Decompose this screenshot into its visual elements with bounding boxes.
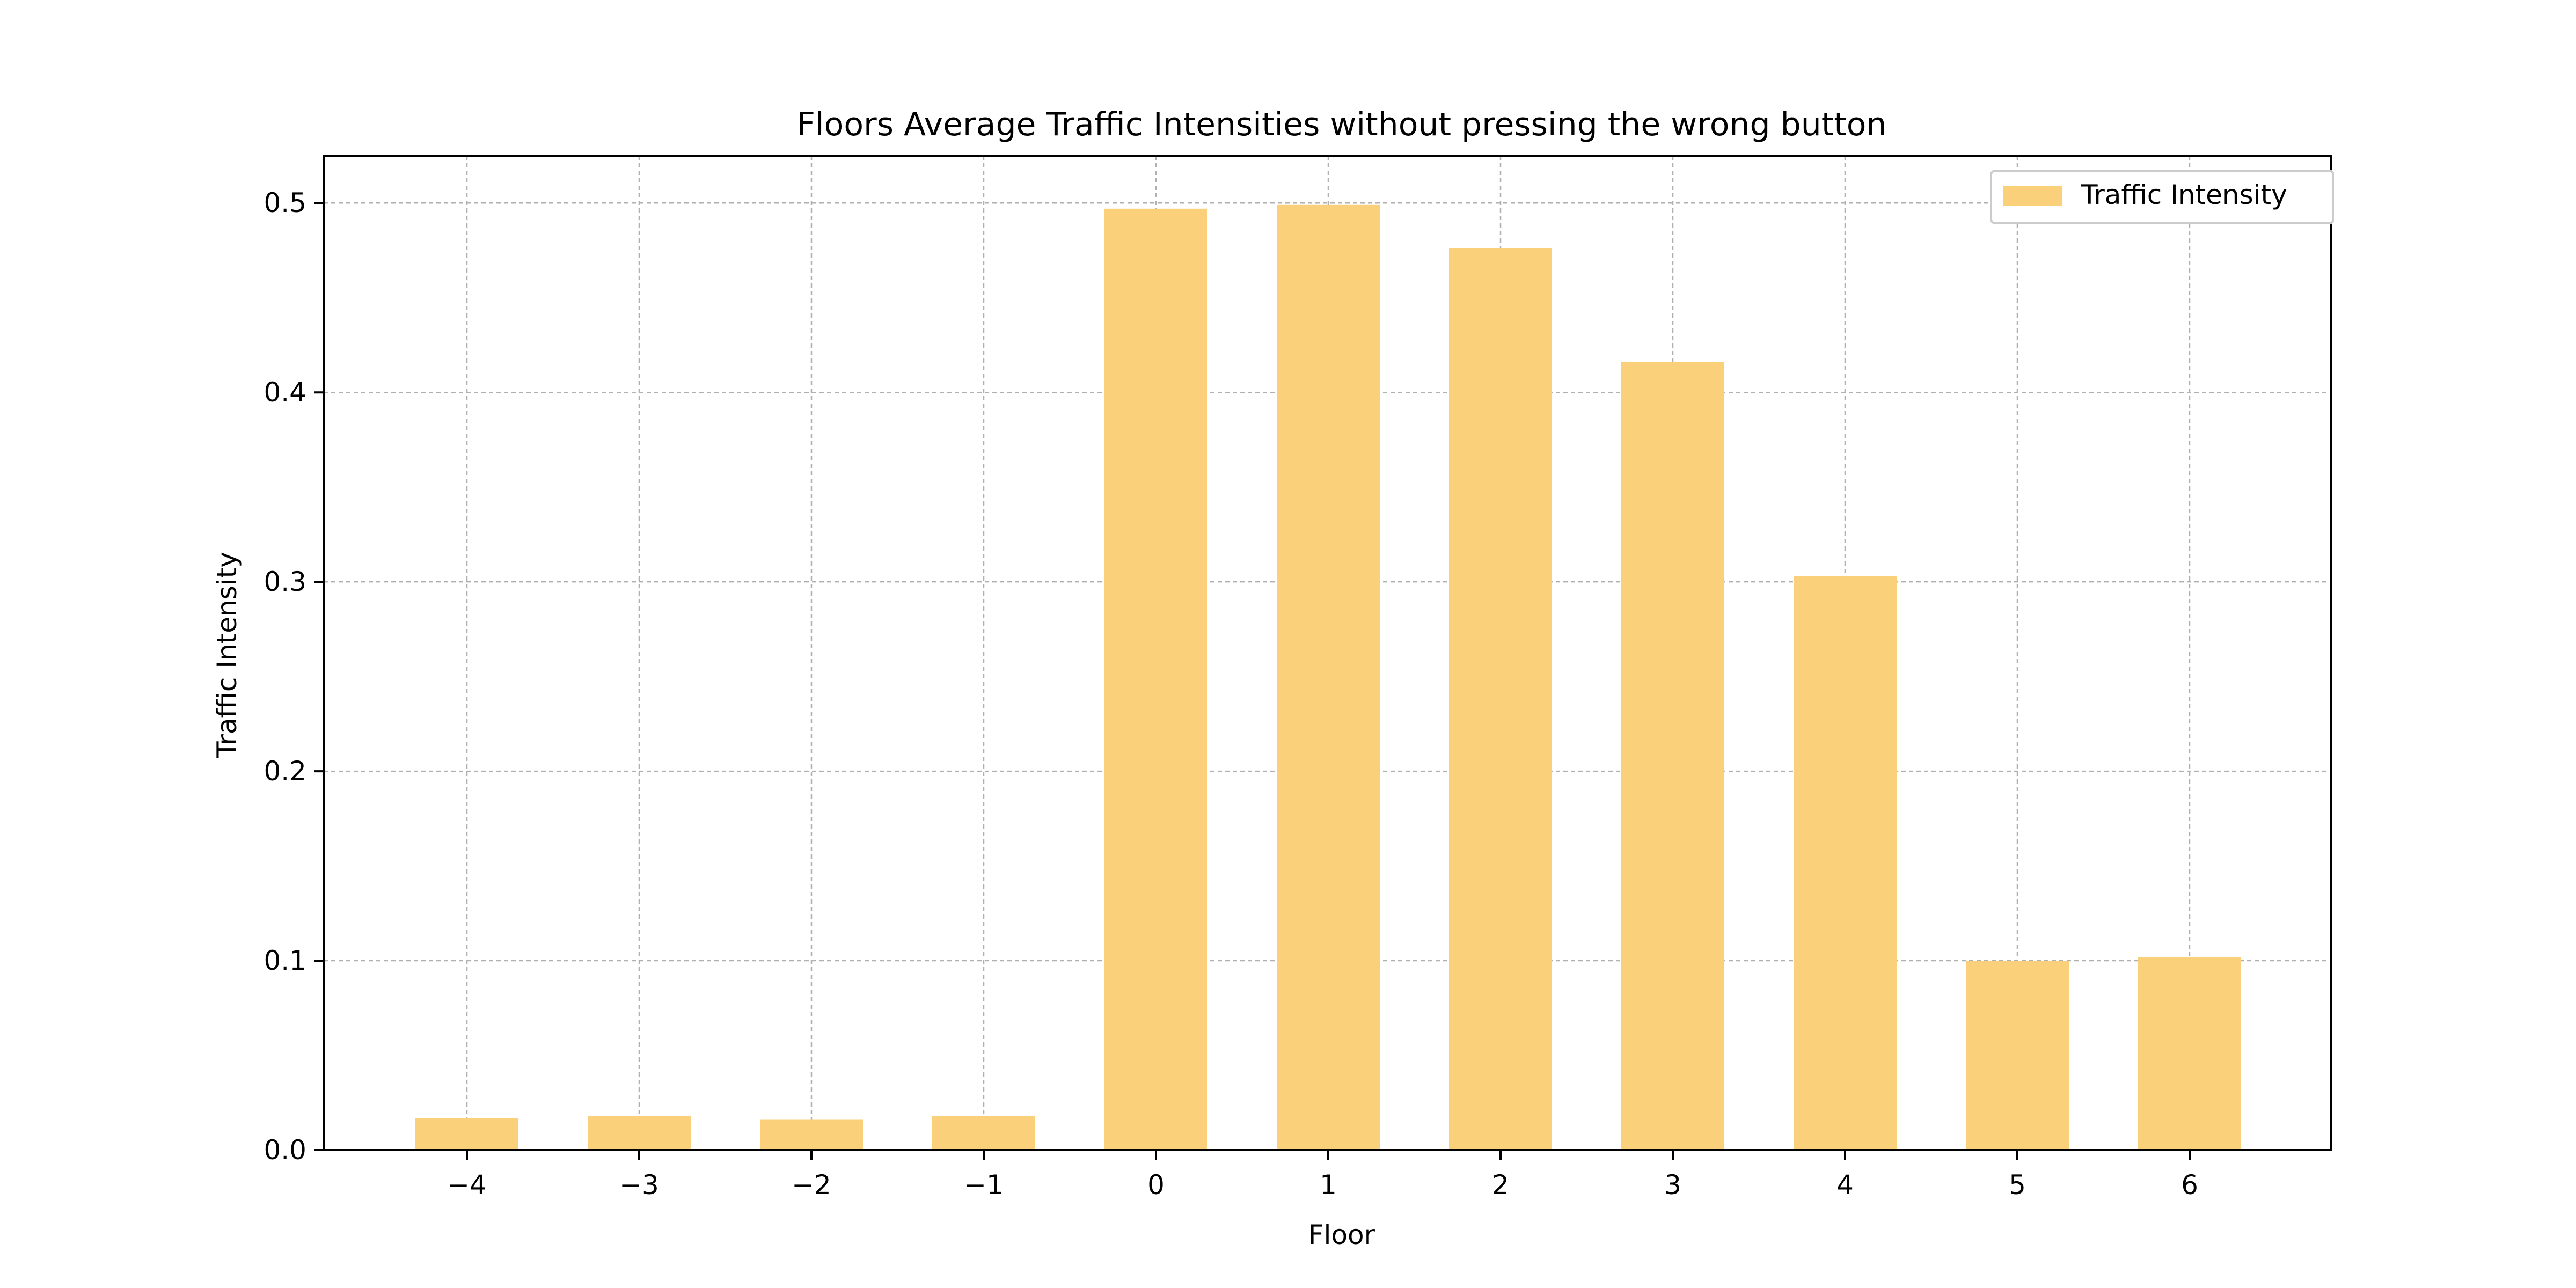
bar xyxy=(2138,956,2241,1150)
bar xyxy=(1449,248,1552,1150)
x-tick-label: 1 xyxy=(1320,1169,1337,1201)
legend-swatch xyxy=(2003,186,2062,206)
x-tick-label: 6 xyxy=(2181,1169,2198,1201)
bar xyxy=(1794,576,1897,1150)
bars xyxy=(415,204,2241,1151)
x-tick-label: −1 xyxy=(964,1169,1004,1201)
x-tick-label: 2 xyxy=(1492,1169,1509,1201)
y-tick-label: 0.2 xyxy=(264,756,306,787)
chart-title: Floors Average Traffic Intensities witho… xyxy=(796,106,1886,143)
x-axis-ticks: −4 −3 −2 −1 0 1 2 3 4 5 6 xyxy=(447,1150,2198,1201)
bar xyxy=(932,1116,1035,1150)
y-axis-label: Traffic Intensity xyxy=(211,552,243,758)
y-tick-label: 0.1 xyxy=(264,945,306,976)
y-tick-label: 0.5 xyxy=(264,187,306,218)
y-tick-label: 0.0 xyxy=(264,1135,306,1166)
y-tick-label: 0.4 xyxy=(264,377,306,408)
bar xyxy=(1621,362,1724,1151)
bar xyxy=(1277,204,1380,1151)
bar xyxy=(760,1119,863,1150)
x-tick-label: −3 xyxy=(619,1169,659,1201)
x-tick-label: 5 xyxy=(2009,1169,2026,1201)
legend-box xyxy=(1990,170,2334,224)
bar xyxy=(415,1117,518,1150)
x-tick-label: −4 xyxy=(447,1169,487,1201)
x-tick-label: −2 xyxy=(792,1169,831,1201)
legend-label: Traffic Intensity xyxy=(2081,179,2287,210)
x-tick-label: 0 xyxy=(1147,1169,1165,1201)
y-tick-label: 0.3 xyxy=(264,566,306,597)
legend: Traffic Intensity xyxy=(1990,170,2334,224)
bar xyxy=(1104,208,1208,1150)
bar xyxy=(1966,961,2069,1150)
x-tick-label: 3 xyxy=(1664,1169,1681,1201)
x-axis-label: Floor xyxy=(1308,1219,1375,1250)
bar xyxy=(588,1116,691,1150)
y-axis-ticks: 0.0 0.1 0.2 0.3 0.4 0.5 xyxy=(264,187,324,1166)
x-tick-label: 4 xyxy=(1836,1169,1854,1201)
